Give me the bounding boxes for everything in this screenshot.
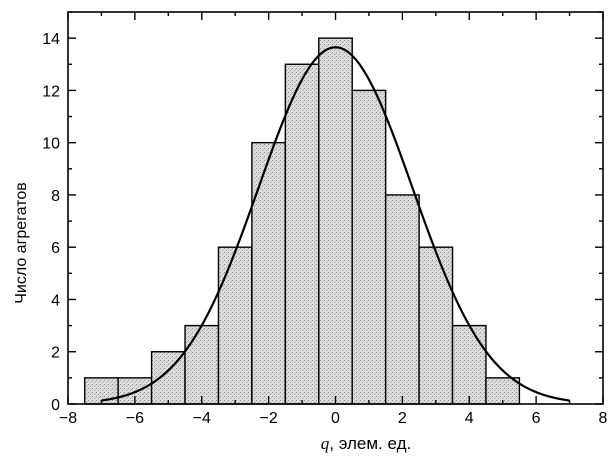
y-tick-label: 0 <box>51 397 60 414</box>
y-tick-label: 6 <box>51 240 60 257</box>
x-tick-label: 0 <box>331 410 340 427</box>
x-axis-label-variable: q <box>321 434 330 453</box>
x-tick-label: 6 <box>532 410 541 427</box>
histogram-bar <box>418 246 454 405</box>
x-axis-label-unit: , элем. ед. <box>329 434 411 453</box>
gaussian-fit-curve <box>101 46 570 402</box>
bars-layer <box>84 37 521 405</box>
histogram-bar <box>318 37 353 405</box>
histogram-bar <box>217 246 253 405</box>
x-tick-label: 2 <box>398 410 407 427</box>
y-tick-label: 14 <box>42 31 60 48</box>
y-tick-label: 10 <box>42 136 60 153</box>
histogram-bar <box>251 141 287 405</box>
x-tick-label: −8 <box>59 410 77 427</box>
x-tick-label: −4 <box>193 410 211 427</box>
x-tick-label: 4 <box>465 410 474 427</box>
histogram-bar <box>351 89 387 405</box>
histogram-bar <box>184 324 220 405</box>
y-tick-label: 12 <box>42 83 60 100</box>
histogram-bar <box>451 324 487 405</box>
y-axis-label: Число агрегатов <box>13 182 30 304</box>
ticks-layer: −8 −6 −4 −2 0 2 4 6 8 0 2 4 6 8 10 12 14 <box>42 11 608 427</box>
x-axis-label: q, элем. ед. <box>321 434 411 453</box>
y-tick-label: 8 <box>51 188 60 205</box>
histogram-bar <box>384 194 420 405</box>
y-tick-label: 2 <box>51 345 60 362</box>
histogram-bar <box>284 63 320 405</box>
x-tick-label: −2 <box>260 410 278 427</box>
y-tick-label: 4 <box>51 292 60 309</box>
x-tick-label: 8 <box>599 410 608 427</box>
fit-curve-layer <box>101 46 570 402</box>
x-tick-label: −6 <box>126 410 144 427</box>
histogram-bar <box>150 351 186 405</box>
